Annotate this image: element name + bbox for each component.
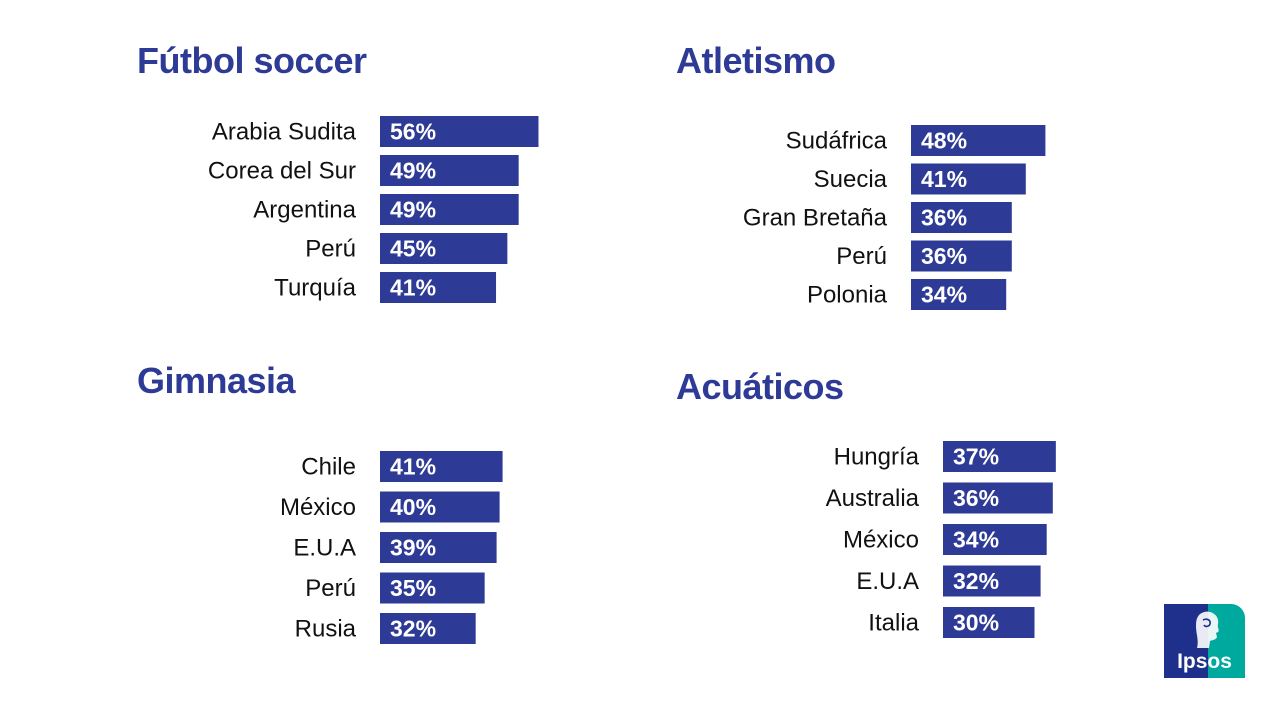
category-label: Italia <box>868 610 919 637</box>
category-label: México <box>843 527 919 554</box>
value-label: 32% <box>390 616 436 642</box>
value-label: 36% <box>921 243 967 269</box>
value-label: 35% <box>390 575 436 601</box>
value-label: 32% <box>953 568 999 594</box>
chart-title: Atletismo <box>676 40 836 81</box>
bar <box>380 272 497 303</box>
bar <box>380 451 503 482</box>
category-label: Argentina <box>253 197 356 224</box>
value-label: 36% <box>921 205 967 231</box>
value-label: 56% <box>390 119 436 145</box>
chart-acuaticos: Hungría 37% Australia 36% México 34% E.U.A 32% I… <box>826 441 1056 638</box>
bar <box>943 524 1047 555</box>
value-label: 34% <box>953 527 999 553</box>
bar <box>911 279 1007 310</box>
category-label: E.U.A <box>293 535 356 562</box>
value-label: 36% <box>953 485 999 511</box>
value-label: 45% <box>390 236 436 262</box>
bar <box>943 565 1041 597</box>
value-label: 49% <box>390 158 436 184</box>
value-label: 48% <box>921 128 967 154</box>
bar <box>380 116 539 147</box>
category-label: Suecia <box>814 166 888 193</box>
chart-title: Fútbol soccer <box>137 40 367 81</box>
value-label: 49% <box>390 197 436 223</box>
category-label: Perú <box>836 243 887 270</box>
category-label: Corea del Sur <box>208 158 356 185</box>
bar <box>911 240 1012 272</box>
category-label: Polonia <box>807 282 888 309</box>
category-label: México <box>280 494 356 521</box>
ipsos-logo: Ipsos <box>1164 604 1245 678</box>
category-label: Perú <box>305 575 356 602</box>
category-label: Chile <box>301 454 356 481</box>
bar <box>380 613 476 644</box>
category-label: Australia <box>826 485 920 512</box>
category-label: Hungría <box>834 444 920 471</box>
chart-gimnasia: Chile 41% México 40% E.U.A 39% Perú 35% Rusia 32% <box>280 451 503 644</box>
value-label: 41% <box>921 166 967 192</box>
bar <box>911 202 1012 233</box>
bar <box>380 491 500 523</box>
bar <box>943 441 1056 472</box>
value-label: 40% <box>390 494 436 520</box>
bar <box>380 155 519 186</box>
value-label: 41% <box>390 454 436 480</box>
chart-atletismo: Sudáfrica 48% Suecia 41% Gran Bretaña 36% Perú… <box>743 125 1046 310</box>
profile-head-icon <box>1196 611 1219 648</box>
bar <box>943 607 1035 638</box>
category-label: E.U.A <box>856 568 919 595</box>
logo-text: Ipsos <box>1177 650 1232 673</box>
bar <box>911 163 1026 195</box>
bar <box>380 572 485 604</box>
chart-futbol: Arabia Sudita 56% Corea del Sur 49% Argentin… <box>208 116 539 303</box>
category-label: Rusia <box>295 616 357 643</box>
category-label: Sudáfrica <box>786 128 888 155</box>
category-label: Gran Bretaña <box>743 205 888 232</box>
bar <box>380 532 497 563</box>
chart-title: Acuáticos <box>676 366 844 407</box>
value-label: 34% <box>921 282 967 308</box>
value-label: 41% <box>390 275 436 301</box>
value-label: 37% <box>953 444 999 470</box>
chart-title: Gimnasia <box>137 360 296 401</box>
bar <box>943 482 1053 514</box>
value-label: 30% <box>953 610 999 636</box>
value-label: 39% <box>390 535 436 561</box>
category-label: Arabia Sudita <box>212 119 357 146</box>
category-label: Turquía <box>274 275 356 302</box>
category-label: Perú <box>305 236 356 263</box>
bar <box>911 125 1046 156</box>
bar <box>380 233 508 264</box>
bar <box>380 194 519 225</box>
